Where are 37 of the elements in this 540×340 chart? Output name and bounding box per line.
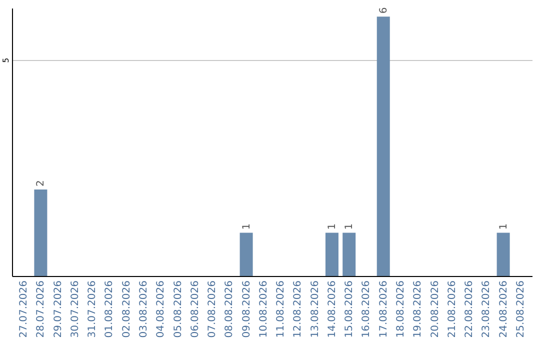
x-tick-label: 13.08.2026 (310, 280, 321, 338)
x-tick-label: 28.07.2026 (36, 280, 47, 338)
data-label: 1 (241, 223, 252, 230)
x-tick-label: 29.07.2026 (52, 280, 64, 338)
x-tick-label: 09.08.2026 (241, 280, 252, 338)
x-tick-label: 08.08.2026 (224, 280, 236, 338)
x-tick-label: 24.08.2026 (498, 280, 510, 338)
x-tick-label: 10.08.2026 (258, 280, 270, 338)
x-tick-label: 17.08.2026 (378, 280, 390, 338)
x-tick-label: 19.08.2026 (412, 280, 424, 338)
x-tick-label: 16.08.2026 (361, 280, 372, 338)
x-tick-label: 20.08.2026 (430, 280, 441, 338)
x-tick-label: 27.07.2026 (18, 280, 30, 338)
x-tick-label: 07.08.2026 (207, 280, 218, 338)
x-tick-label: 15.08.2026 (344, 280, 356, 338)
x-tick-label: 05.08.2026 (172, 280, 184, 338)
x-tick-label: 21.08.2026 (446, 280, 458, 338)
x-tick-label: 01.08.2026 (104, 280, 116, 338)
x-tick-label: 12.08.2026 (292, 280, 304, 338)
x-tick-label: 30.07.2026 (70, 280, 81, 338)
x-tick-label: 18.08.2026 (396, 280, 406, 338)
x-tick-label: 31.07.2026 (87, 280, 98, 338)
x-tick-label: 22.08.2026 (464, 280, 476, 338)
x-tick-label: 11.08.2026 (276, 280, 287, 338)
x-tick-label: 23.08.2026 (481, 280, 492, 338)
data-label: 2 (36, 180, 47, 187)
data-label: 1 (326, 223, 338, 230)
x-tick-label: 14.08.2026 (326, 280, 338, 338)
data-label: 6 (378, 7, 390, 14)
y-tick-label: 5 (2, 58, 10, 63)
data-label: 1 (498, 223, 510, 230)
x-tick-label: 03.08.2026 (138, 280, 150, 338)
data-label: 1 (344, 223, 356, 230)
x-tick-label: 06.08.2026 (190, 280, 201, 338)
x-tick-label: 02.08.2026 (121, 280, 132, 338)
x-tick-label: 25.08.2026 (515, 280, 526, 338)
x-tick-label: 04.08.2026 (156, 280, 167, 338)
